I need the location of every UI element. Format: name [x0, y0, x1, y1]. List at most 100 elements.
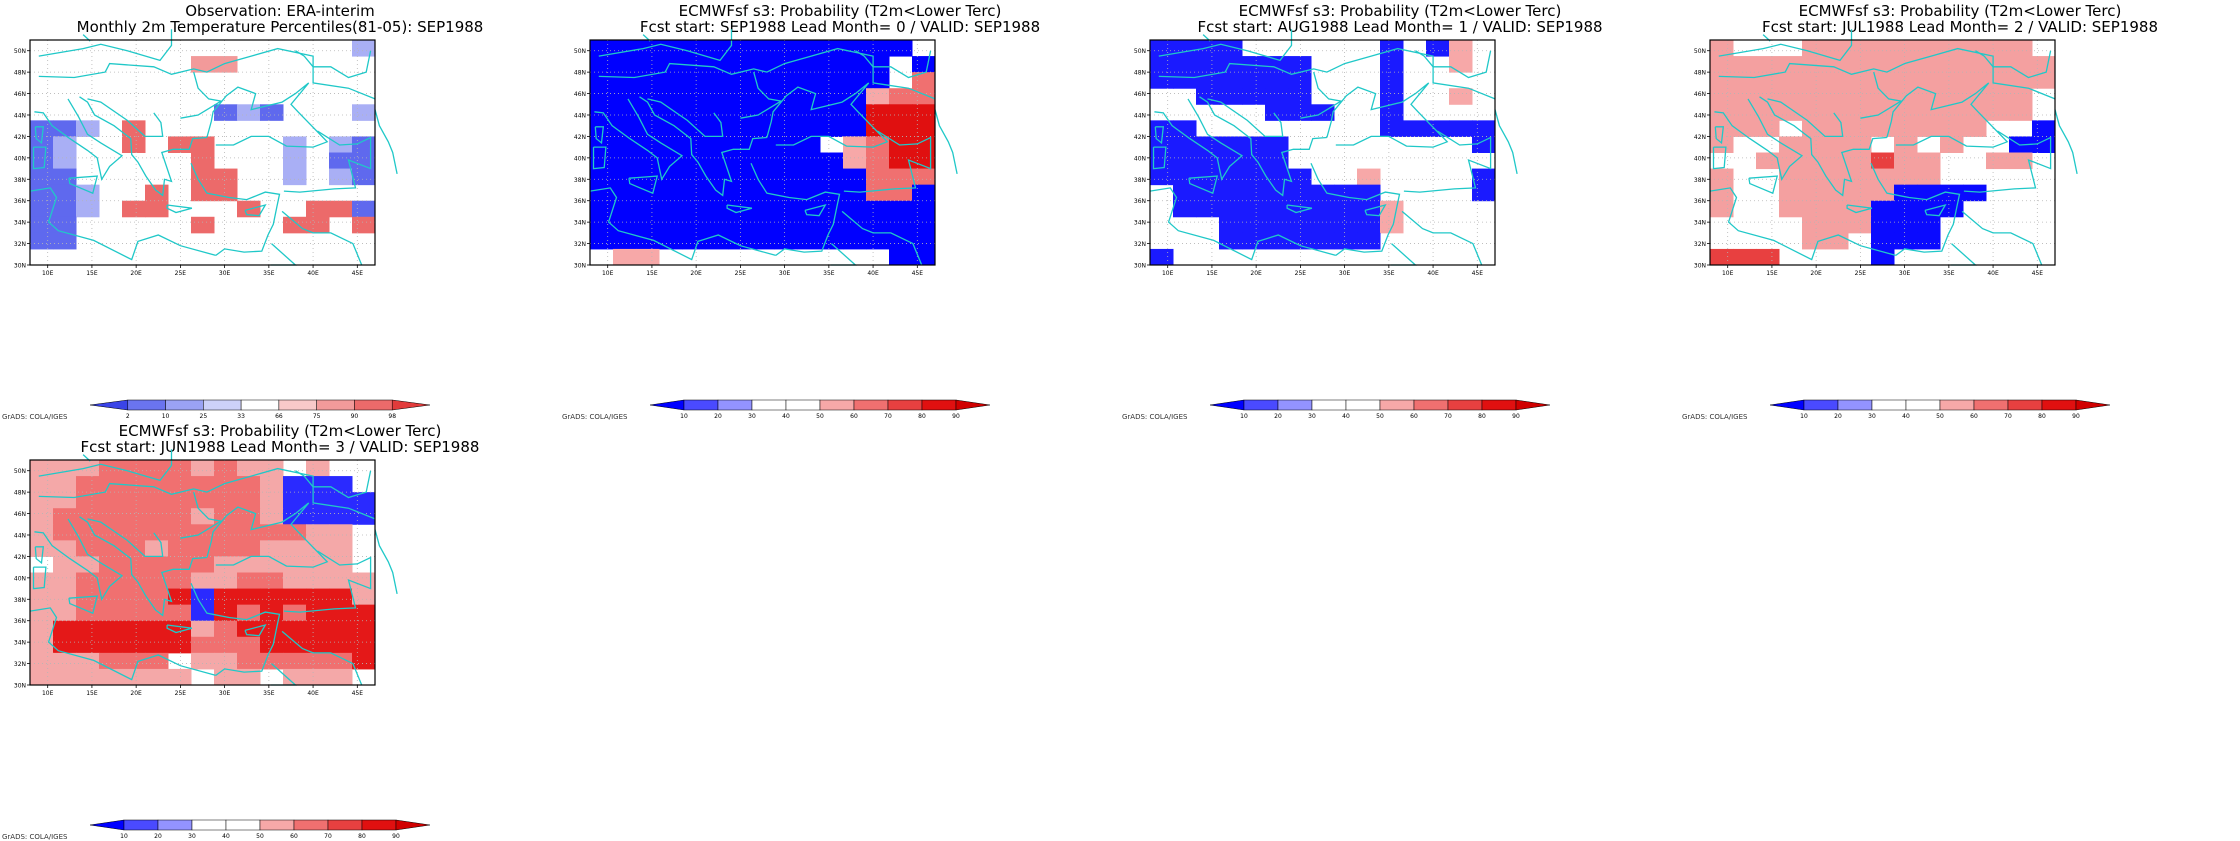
- grid-cell: [122, 636, 146, 654]
- colorbar-label: 70: [2004, 413, 2012, 420]
- grid-cell: [306, 668, 330, 686]
- grid-cell: [1917, 152, 1941, 170]
- grid-cell: [53, 652, 77, 670]
- grid-cell: [1357, 168, 1381, 186]
- colorbar-swatch: [259, 819, 295, 831]
- grid-cell: [1219, 56, 1243, 73]
- lat-tick-label: 32N: [14, 241, 26, 248]
- lat-tick-label: 48N: [1134, 70, 1146, 77]
- lat-tick-label: 42N: [1694, 134, 1706, 141]
- lon-tick-label: 25E: [1855, 270, 1867, 277]
- coastline: [1963, 130, 2052, 193]
- grid-cell: [168, 136, 192, 153]
- panel-lead1: ECMWFsf s3: Probability (T2m<Lower Terc)…: [1120, 0, 1680, 421]
- grid-cell: [283, 652, 307, 670]
- grid-cell: [613, 184, 637, 202]
- grid-cell: [659, 40, 683, 57]
- grid-cell: [1825, 40, 1849, 57]
- colorbar-swatch: [1345, 399, 1381, 411]
- grid-cell: [1825, 88, 1849, 105]
- grid-cell: [1986, 152, 2010, 170]
- grid-cell: [260, 460, 284, 477]
- colorbar-swatch: [1277, 399, 1313, 411]
- grid-cell: [728, 200, 752, 218]
- colorbar-swatch: [853, 399, 889, 411]
- grid-cell: [99, 620, 123, 638]
- coastline: [68, 175, 99, 195]
- grid-cell: [843, 216, 867, 234]
- grid-cell: [168, 588, 192, 606]
- grid-cell: [1288, 200, 1312, 218]
- grid-cell: [53, 508, 77, 525]
- colorbar-label: 10: [120, 833, 128, 840]
- lat-tick-label: 50N: [14, 468, 26, 475]
- grid-cell: [1917, 72, 1941, 89]
- grid-cell: [659, 216, 683, 234]
- grid-cell: [99, 668, 123, 686]
- coastline: [281, 210, 363, 266]
- grid-cell: [1917, 88, 1941, 105]
- grid-cell: [1802, 56, 1826, 73]
- coastline: [1403, 130, 1492, 193]
- lat-tick-label: 42N: [574, 134, 586, 141]
- grid-cell: [659, 88, 683, 105]
- grid-cell: [283, 556, 307, 573]
- colorbar-label: 90: [2072, 413, 2080, 420]
- coastline: [34, 546, 45, 565]
- grid-cell: [590, 232, 614, 250]
- grid-cell: [145, 476, 169, 493]
- grid-cell: [912, 248, 936, 266]
- lat-tick-label: 32N: [14, 661, 26, 668]
- plot-frame: [1149, 39, 1496, 266]
- grid-cell: [76, 620, 100, 638]
- coastline: [1310, 162, 1401, 256]
- grid-cell: [260, 492, 284, 509]
- colorbar-swatch: [2041, 399, 2077, 411]
- grid-cell: [774, 152, 798, 170]
- grid-cell: [728, 104, 752, 121]
- colorbar-swatch: [1481, 399, 1517, 411]
- lat-tick-label: 34N: [14, 220, 26, 227]
- grid-cell: [843, 120, 867, 137]
- grid-cell: [774, 72, 798, 89]
- grid-cell: [1825, 216, 1849, 234]
- colorbar-label: 40: [1902, 413, 1910, 420]
- grid-cell: [191, 152, 215, 170]
- grid-cell: [1848, 136, 1872, 153]
- grid-cell: [306, 588, 330, 606]
- lon-tick-label: 20E: [1810, 270, 1822, 277]
- grid-cell: [1449, 56, 1473, 73]
- grid-cell: [99, 540, 123, 557]
- colorbar-swatch: [240, 399, 280, 411]
- grid-cell: [613, 88, 637, 105]
- grid-cell: [1150, 168, 1174, 186]
- grid-cell: [1357, 232, 1381, 250]
- grid-cell: [122, 604, 146, 622]
- coastline: [38, 47, 376, 100]
- grid-cell: [1871, 152, 1895, 170]
- grid-cell: [613, 200, 637, 218]
- lat-tick-label: 34N: [14, 640, 26, 647]
- grid-cell: [1917, 168, 1941, 186]
- grid-cell: [352, 216, 376, 234]
- grid-cell: [1894, 232, 1918, 250]
- grid-cell: [283, 168, 307, 186]
- grid-cell: [76, 572, 100, 590]
- colorbar-label: 60: [850, 413, 858, 420]
- lon-tick-label: 10E: [1162, 270, 1174, 277]
- grid-cell: [329, 620, 353, 638]
- lon-tick-label: 35E: [263, 690, 275, 697]
- colorbar-label: 10: [1800, 413, 1808, 420]
- grid-cell: [306, 492, 330, 509]
- grid-cell: [1710, 184, 1734, 202]
- grid-cell: [797, 40, 821, 57]
- grid-cell: [122, 460, 146, 477]
- panel-title-line1: ECMWFsf s3: Probability (T2m<Lower Terc): [678, 2, 1002, 20]
- grid-cell: [1380, 72, 1404, 89]
- grid-cell: [682, 120, 706, 137]
- grid-cell: [705, 136, 729, 153]
- grid-cell: [306, 200, 330, 218]
- grid-cell: [99, 652, 123, 670]
- grid-cell: [1986, 88, 2010, 105]
- coastline: [1188, 175, 1219, 195]
